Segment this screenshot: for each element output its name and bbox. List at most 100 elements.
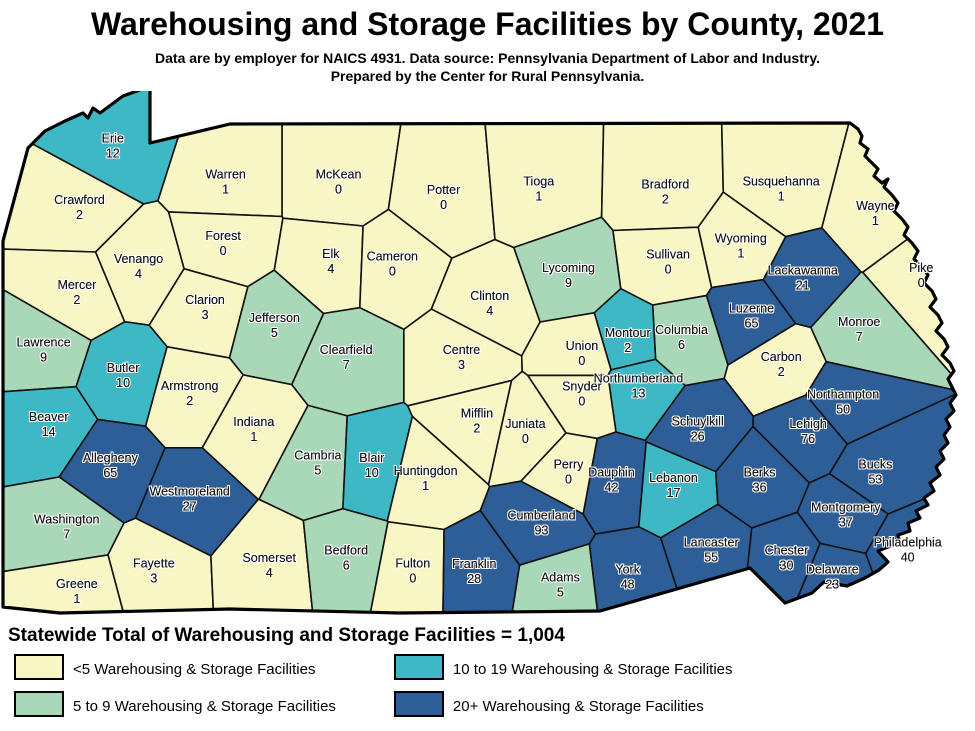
- svg-text:2: 2: [778, 365, 785, 379]
- svg-text:Fayette: Fayette: [133, 557, 175, 571]
- svg-text:3: 3: [458, 359, 465, 373]
- svg-text:26: 26: [691, 430, 705, 444]
- svg-text:Indiana: Indiana: [233, 415, 274, 429]
- svg-text:Columbia: Columbia: [655, 323, 708, 337]
- svg-text:37: 37: [839, 516, 853, 530]
- svg-text:9: 9: [565, 276, 572, 290]
- svg-text:Delaware: Delaware: [806, 563, 859, 577]
- svg-text:55: 55: [704, 551, 718, 565]
- svg-text:2: 2: [473, 422, 480, 436]
- svg-text:12: 12: [106, 147, 120, 161]
- svg-text:0: 0: [578, 395, 585, 409]
- svg-text:76: 76: [801, 433, 815, 447]
- svg-text:1: 1: [222, 183, 229, 197]
- svg-text:3: 3: [150, 572, 157, 586]
- svg-text:Lackawanna: Lackawanna: [768, 264, 838, 278]
- svg-text:65: 65: [103, 466, 117, 480]
- svg-text:Westmoreland: Westmoreland: [150, 485, 230, 499]
- svg-text:Washington: Washington: [34, 513, 100, 527]
- svg-text:Tioga: Tioga: [523, 175, 554, 189]
- svg-text:Crawford: Crawford: [54, 193, 105, 207]
- svg-text:Chester: Chester: [765, 544, 809, 558]
- svg-text:Bucks: Bucks: [858, 458, 892, 472]
- svg-text:10: 10: [116, 377, 130, 391]
- svg-text:6: 6: [678, 338, 685, 352]
- svg-text:Berks: Berks: [744, 466, 776, 480]
- svg-text:Sullivan: Sullivan: [646, 248, 690, 262]
- svg-text:10: 10: [365, 466, 379, 480]
- svg-text:Northumberland: Northumberland: [594, 372, 684, 386]
- svg-text:Allegheny: Allegheny: [83, 451, 139, 465]
- svg-text:5: 5: [314, 464, 321, 478]
- svg-text:5: 5: [557, 586, 564, 600]
- svg-text:Union: Union: [566, 340, 599, 354]
- svg-text:0: 0: [389, 265, 396, 279]
- svg-text:Lehigh: Lehigh: [789, 418, 827, 432]
- svg-text:21: 21: [796, 279, 810, 293]
- svg-text:Centre: Centre: [443, 344, 481, 358]
- svg-text:23: 23: [825, 578, 839, 592]
- svg-text:17: 17: [667, 486, 681, 500]
- svg-text:Clarion: Clarion: [185, 294, 225, 308]
- svg-text:McKean: McKean: [316, 168, 362, 182]
- svg-text:Jefferson: Jefferson: [249, 311, 300, 325]
- svg-text:53: 53: [868, 473, 882, 487]
- svg-text:Montour: Montour: [605, 326, 651, 340]
- svg-text:Huntingdon: Huntingdon: [394, 464, 458, 478]
- svg-text:1: 1: [250, 430, 257, 444]
- svg-text:0: 0: [335, 183, 342, 197]
- svg-text:Warren: Warren: [205, 168, 246, 182]
- svg-text:0: 0: [918, 276, 925, 290]
- svg-text:13: 13: [632, 387, 646, 401]
- svg-text:30: 30: [780, 559, 794, 573]
- svg-text:Northampton: Northampton: [807, 388, 879, 402]
- svg-text:Cumberland: Cumberland: [507, 509, 575, 523]
- svg-text:4: 4: [486, 304, 493, 318]
- svg-text:4: 4: [135, 267, 142, 281]
- svg-text:Armstrong: Armstrong: [161, 380, 219, 394]
- svg-text:1: 1: [737, 247, 744, 261]
- svg-text:Venango: Venango: [114, 252, 163, 266]
- svg-text:Dauphin: Dauphin: [588, 466, 635, 480]
- svg-text:Elk: Elk: [322, 247, 340, 261]
- svg-text:Potter: Potter: [427, 183, 460, 197]
- svg-text:2: 2: [662, 193, 669, 207]
- svg-text:6: 6: [343, 559, 350, 573]
- svg-text:7: 7: [343, 359, 350, 373]
- svg-text:0: 0: [522, 433, 529, 447]
- svg-text:Greene: Greene: [56, 577, 98, 591]
- svg-text:Philadelphia: Philadelphia: [874, 536, 942, 550]
- svg-text:2: 2: [73, 293, 80, 307]
- svg-text:Juniata: Juniata: [505, 418, 545, 432]
- svg-text:Lebanon: Lebanon: [649, 471, 698, 485]
- svg-text:1: 1: [422, 479, 429, 493]
- svg-text:Carbon: Carbon: [761, 350, 802, 364]
- svg-text:Mifflin: Mifflin: [461, 407, 493, 421]
- svg-text:0: 0: [440, 198, 447, 212]
- svg-text:Somerset: Somerset: [242, 551, 296, 565]
- svg-text:0: 0: [220, 244, 227, 258]
- svg-text:1: 1: [778, 190, 785, 204]
- svg-text:4: 4: [266, 566, 273, 580]
- svg-text:York: York: [615, 563, 640, 577]
- svg-text:Beaver: Beaver: [29, 410, 69, 424]
- svg-text:28: 28: [467, 572, 481, 586]
- svg-text:0: 0: [565, 473, 572, 487]
- svg-text:Perry: Perry: [554, 458, 585, 472]
- svg-text:36: 36: [753, 481, 767, 495]
- svg-text:27: 27: [183, 500, 197, 514]
- svg-text:Wyoming: Wyoming: [715, 232, 767, 246]
- svg-text:Bedford: Bedford: [324, 544, 368, 558]
- svg-text:40: 40: [901, 551, 915, 565]
- svg-text:2: 2: [76, 208, 83, 222]
- svg-text:Cameron: Cameron: [367, 250, 418, 264]
- svg-text:42: 42: [605, 481, 619, 495]
- svg-text:Wayne: Wayne: [856, 199, 894, 213]
- svg-text:1: 1: [535, 190, 542, 204]
- svg-text:0: 0: [665, 263, 672, 277]
- svg-text:65: 65: [745, 317, 759, 331]
- svg-text:Lancaster: Lancaster: [684, 536, 739, 550]
- svg-text:50: 50: [836, 403, 850, 417]
- svg-text:93: 93: [535, 524, 549, 538]
- svg-text:4: 4: [327, 262, 334, 276]
